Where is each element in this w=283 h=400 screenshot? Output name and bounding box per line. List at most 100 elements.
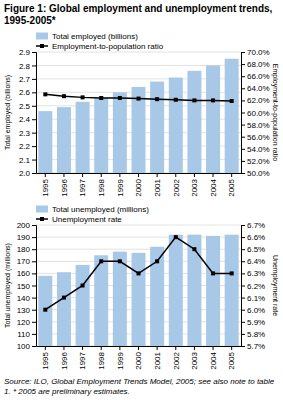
tick-mark: [32, 334, 36, 335]
marker: [118, 259, 122, 263]
tick-label: 2.6: [19, 88, 31, 97]
plot-area: 1995199619971998199920002001200220032004…: [4, 221, 279, 400]
marker: [155, 259, 159, 263]
chart-container: Figure 1: Global employment and unemploy…: [0, 0, 283, 400]
tick-mark: [32, 146, 36, 147]
marker: [230, 99, 234, 103]
marker: [174, 98, 178, 102]
tick-mark: [241, 334, 245, 335]
bar: [187, 235, 201, 346]
tick-label: 2.7: [19, 75, 31, 84]
tick-label: 2.2: [19, 142, 31, 151]
tick-label: 190: [17, 233, 31, 242]
tick-mark: [241, 261, 245, 262]
y2-tick: 5.8%: [241, 330, 265, 339]
tick-mark: [63, 173, 64, 177]
x-tick: 2001: [153, 173, 162, 197]
tick-mark: [241, 52, 245, 53]
legend-label: Unemployment rate: [52, 215, 122, 224]
tick-label: 140: [17, 294, 31, 303]
marker: [99, 259, 103, 263]
y2-tick: 6.4%: [241, 257, 265, 266]
x-tick: 2003: [190, 346, 199, 370]
text-line: 1. * 2005 are preliminary estimates.: [4, 387, 130, 396]
bar: [76, 265, 90, 346]
tick-label: 1998: [97, 178, 106, 196]
marker: [62, 94, 66, 98]
tick-label: 1996: [60, 351, 69, 369]
tick-mark: [241, 249, 245, 250]
tick-mark: [101, 346, 102, 350]
bar: [187, 71, 201, 173]
tick-label: 1996: [60, 178, 69, 196]
tick-label: 120: [17, 318, 31, 327]
tick-label: 2001: [153, 178, 162, 196]
y-tick: 110: [17, 330, 36, 339]
text-line: Figure 1: Global employment and unemploy…: [4, 3, 275, 14]
tick-label: 1997: [78, 351, 87, 369]
tick-mark: [241, 125, 245, 126]
tick-label: 180: [17, 245, 31, 254]
tick-mark: [213, 346, 214, 350]
y2-tick: 58.0%: [241, 121, 270, 130]
x-tick: 2004: [209, 173, 218, 197]
marker: [192, 247, 196, 251]
tick-label: 6.4%: [247, 257, 265, 266]
tick-label: 1999: [116, 351, 125, 369]
marker: [118, 96, 122, 100]
y-tick: 2.6: [19, 88, 36, 97]
tick-label: 54.0%: [247, 145, 270, 154]
y2-tick: 6.6%: [241, 233, 265, 242]
tick-mark: [32, 119, 36, 120]
tick-label: 5.7%: [247, 342, 265, 351]
tick-label: 1995: [41, 178, 50, 196]
y-tick: 200: [17, 221, 36, 230]
tick-label: 50.0%: [247, 169, 270, 178]
y-tick: 2.7: [19, 75, 36, 84]
bar: [169, 235, 183, 346]
marker: [174, 235, 178, 239]
plot-area: 1995 1996 1997 1998 1999 2000 2001 2002 2003 2004…: [4, 48, 279, 400]
tick-mark: [32, 173, 36, 174]
tick-label: 52.0%: [247, 157, 270, 166]
tick-mark: [241, 346, 245, 347]
marks: [38, 59, 238, 173]
y2-axis: 50.0%52.0%54.0%56.0%58.0%60.0%62.0%64.0%…: [241, 48, 270, 178]
chart-title: Figure 1: Global employment and unemploy…: [4, 3, 275, 26]
tick-label: 6.3%: [247, 269, 265, 278]
y-tick: 2.8: [19, 62, 36, 71]
tick-mark: [32, 133, 36, 134]
tick-label: 68.0%: [247, 60, 270, 69]
tick-label: 2003: [190, 351, 199, 369]
x-tick: 2002: [172, 173, 181, 197]
tick-mark: [194, 173, 195, 177]
tick-mark: [175, 173, 176, 177]
y-tick: 2.3: [19, 129, 36, 138]
bar: [113, 252, 127, 346]
tick-mark: [63, 346, 64, 350]
legend-item: Total unemployed (millions): [36, 205, 149, 214]
tick-label: 2000: [134, 351, 143, 369]
marker: [230, 271, 234, 275]
marker: [62, 296, 66, 300]
legend-label: Total unemployed (millions): [52, 205, 149, 214]
y2-tick: 54.0%: [241, 145, 270, 154]
bar: [76, 102, 90, 173]
y2-tick: 64.0%: [241, 84, 270, 93]
legend: Total employed (billions)Employment-to-p…: [36, 32, 164, 51]
grid-line: [36, 225, 241, 226]
x-tick: 1995: [41, 173, 50, 197]
tick-mark: [32, 65, 36, 66]
tick-label: 62.0%: [247, 96, 270, 105]
y2-tick: 62.0%: [241, 96, 270, 105]
x-tick: 1997: [78, 173, 87, 197]
text-line: Source: ILO, Global Employment Trends Mo…: [4, 377, 276, 386]
bar: [132, 87, 146, 173]
x-tick: 2001: [153, 346, 162, 370]
y2-tick: 60.0%: [241, 109, 270, 118]
tick-label: 110: [17, 330, 30, 339]
tick-mark: [241, 310, 245, 311]
tick-mark: [32, 237, 36, 238]
tick-mark: [82, 173, 83, 177]
y2-tick: 68.0%: [241, 60, 270, 69]
